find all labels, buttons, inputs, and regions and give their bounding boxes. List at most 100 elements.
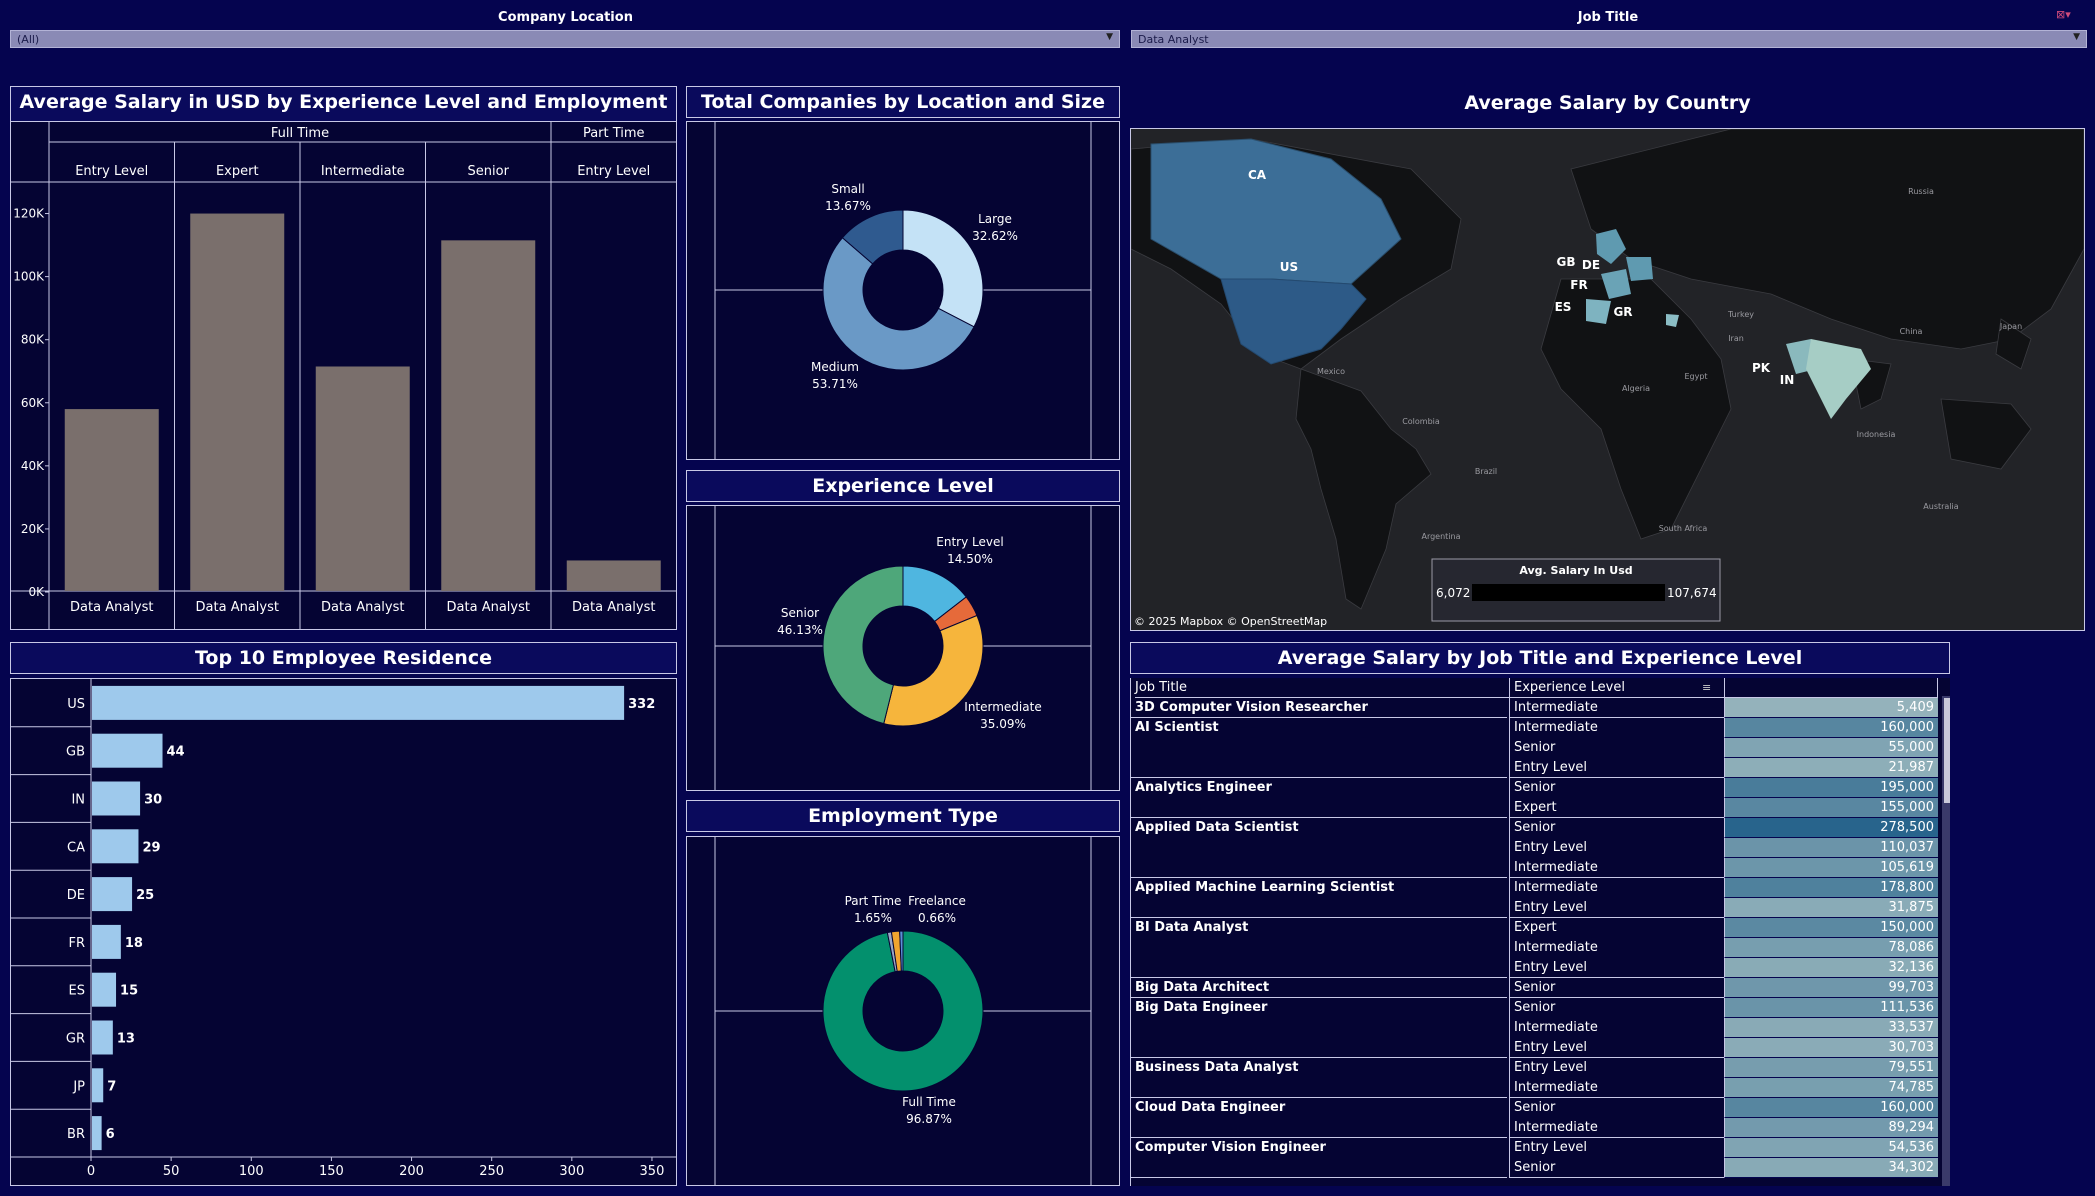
salary-value-cell[interactable]: 74,785 <box>1724 1078 1938 1098</box>
experience-cell[interactable]: Expert <box>1509 918 1724 938</box>
experience-cell[interactable]: Intermediate <box>1509 1118 1724 1138</box>
salary-value-cell[interactable]: 155,000 <box>1724 798 1938 818</box>
country-label-de: DE <box>1582 258 1600 272</box>
company-location-select[interactable]: (All) ▼ <box>10 30 1120 48</box>
experience-cell[interactable]: Entry Level <box>1509 1038 1724 1058</box>
job-title-cell[interactable]: Applied Machine Learning Scientist <box>1131 878 1507 918</box>
salary-value-cell[interactable]: 105,619 <box>1724 858 1938 878</box>
experience-cell[interactable]: Intermediate <box>1509 858 1724 878</box>
company-location-label: Company Location <box>498 10 633 25</box>
salary-value-cell[interactable]: 111,536 <box>1724 998 1938 1018</box>
job-title-cell[interactable]: AI Scientist <box>1131 718 1507 778</box>
experience-cell[interactable]: Entry Level <box>1509 1058 1724 1078</box>
salary-value-cell[interactable]: 5,409 <box>1724 698 1938 718</box>
experience-cell[interactable]: Senior <box>1509 818 1724 838</box>
job-title-cell[interactable]: Applied Data Scientist <box>1131 818 1507 878</box>
header-job-title[interactable]: Job Title <box>1135 678 1511 698</box>
donut-label: Freelance <box>908 894 966 908</box>
experience-cell[interactable]: Intermediate <box>1509 1018 1724 1038</box>
salary-value-cell[interactable]: 30,703 <box>1724 1038 1938 1058</box>
salary-value-cell[interactable]: 55,000 <box>1724 738 1938 758</box>
scrollbar-thumb[interactable] <box>1944 698 1950 803</box>
y-tick-label: 100K <box>13 270 45 284</box>
salary-value-cell[interactable]: 33,537 <box>1724 1018 1938 1038</box>
experience-cell[interactable]: Intermediate <box>1509 698 1724 718</box>
map-title: Average Salary by Country <box>1464 92 1751 114</box>
experience-cell[interactable]: Intermediate <box>1509 718 1724 738</box>
experience-cell[interactable]: Entry Level <box>1509 838 1724 858</box>
salary-value-cell[interactable]: 278,500 <box>1724 818 1938 838</box>
y-tick-label: 0K <box>28 585 45 599</box>
residence-chart-title: Top 10 Employee Residence <box>10 642 677 674</box>
job-salary-table[interactable]: Job Title Experience Level ≡ 3D Computer Vi… <box>1130 678 1950 1186</box>
experience-cell[interactable]: Senior <box>1509 738 1724 758</box>
residence-label: BR <box>67 1127 85 1142</box>
country-label-es: ES <box>1555 300 1572 314</box>
salary-value-cell[interactable]: 160,000 <box>1724 718 1938 738</box>
header-value <box>1724 678 1938 698</box>
country-de <box>1626 257 1653 281</box>
dropdown-arrow-icon: ▼ <box>2073 32 2080 42</box>
experience-cell[interactable]: Senior <box>1509 1098 1724 1118</box>
job-title-cell[interactable]: Big Data Engineer <box>1131 998 1507 1058</box>
country-label-in: IN <box>1780 373 1795 387</box>
map-credits: © 2025 Mapbox © OpenStreetMap <box>1134 615 1327 628</box>
salary-value-cell[interactable]: 32,136 <box>1724 958 1938 978</box>
table-scrollbar[interactable] <box>1942 696 1950 1186</box>
job-title-cell[interactable]: Cloud Data Engineer <box>1131 1098 1507 1138</box>
donut-label: Large <box>978 212 1012 226</box>
experience-cell[interactable]: Senior <box>1509 778 1724 798</box>
experience-cell[interactable]: Entry Level <box>1509 1138 1724 1158</box>
salary-value-cell[interactable]: 150,000 <box>1724 918 1938 938</box>
donut-pct: 14.50% <box>947 552 993 566</box>
legend-title: Avg. Salary In Usd <box>1519 564 1632 577</box>
salary-value-cell[interactable]: 34,302 <box>1724 1158 1938 1178</box>
job-title-select[interactable]: Data Analyst ▼ <box>1131 30 2087 48</box>
experience-cell[interactable]: Intermediate <box>1509 1078 1724 1098</box>
salary-value-cell[interactable]: 78,086 <box>1724 938 1938 958</box>
experience-cell[interactable]: Senior <box>1509 998 1724 1018</box>
clear-filter-icon[interactable]: ⊠▾ <box>2056 8 2071 21</box>
place-label: Japan <box>1999 322 2022 331</box>
job-title-cell[interactable]: BI Data Analyst <box>1131 918 1507 978</box>
experience-cell[interactable]: Entry Level <box>1509 758 1724 778</box>
job-title-cell[interactable]: 3D Computer Vision Researcher <box>1131 698 1507 718</box>
experience-cell[interactable]: Senior <box>1509 1158 1724 1178</box>
country-ca <box>1150 138 1402 285</box>
world-map[interactable]: CA US GB DE FR ES GR PK IN Russia China Japan Mexico… <box>1131 129 2084 630</box>
job-title-cell[interactable]: Computer Vision Engineer <box>1131 1138 1507 1178</box>
experience-cell[interactable]: Entry Level <box>1509 958 1724 978</box>
job-title-cell[interactable]: Analytics Engineer <box>1131 778 1507 818</box>
salary-value-cell[interactable]: 99,703 <box>1724 978 1938 998</box>
column-header: Entry Level <box>577 164 650 179</box>
place-label: Turkey <box>1727 310 1754 319</box>
residence-bar <box>92 685 625 720</box>
residence-bar <box>92 972 117 1007</box>
residence-value: 15 <box>120 984 138 999</box>
salary-value-cell[interactable]: 54,536 <box>1724 1138 1938 1158</box>
salary-value-cell[interactable]: 79,551 <box>1724 1058 1938 1078</box>
salary-value-cell[interactable]: 110,037 <box>1724 838 1938 858</box>
job-title-cell[interactable]: Big Data Architect <box>1131 978 1507 998</box>
header-experience-level[interactable]: Experience Level <box>1509 678 1724 698</box>
experience-cell[interactable]: Expert <box>1509 798 1724 818</box>
group-header-part-time: Part Time <box>583 126 645 141</box>
residence-value: 44 <box>167 745 185 760</box>
x-label: Data Analyst <box>572 600 655 615</box>
experience-cell[interactable]: Senior <box>1509 978 1724 998</box>
residence-value: 29 <box>142 840 160 855</box>
salary-value-cell[interactable]: 89,294 <box>1724 1118 1938 1138</box>
salary-value-cell[interactable]: 178,800 <box>1724 878 1938 898</box>
job-title-label: Job Title <box>1577 10 1639 25</box>
salary-map[interactable]: CA US GB DE FR ES GR PK IN Russia China Japan Mexico… <box>1130 128 2085 631</box>
salary-value-cell[interactable]: 160,000 <box>1724 1098 1938 1118</box>
experience-cell[interactable]: Entry Level <box>1509 898 1724 918</box>
experience-cell[interactable]: Intermediate <box>1509 938 1724 958</box>
salary-value-cell[interactable]: 195,000 <box>1724 778 1938 798</box>
salary-value-cell[interactable]: 31,875 <box>1724 898 1938 918</box>
salary-value-cell[interactable]: 21,987 <box>1724 758 1938 778</box>
sort-icon[interactable]: ≡ <box>1702 681 1712 694</box>
place-label: Colombia <box>1402 417 1440 426</box>
experience-cell[interactable]: Intermediate <box>1509 878 1724 898</box>
job-title-cell[interactable]: Business Data Analyst <box>1131 1058 1507 1098</box>
